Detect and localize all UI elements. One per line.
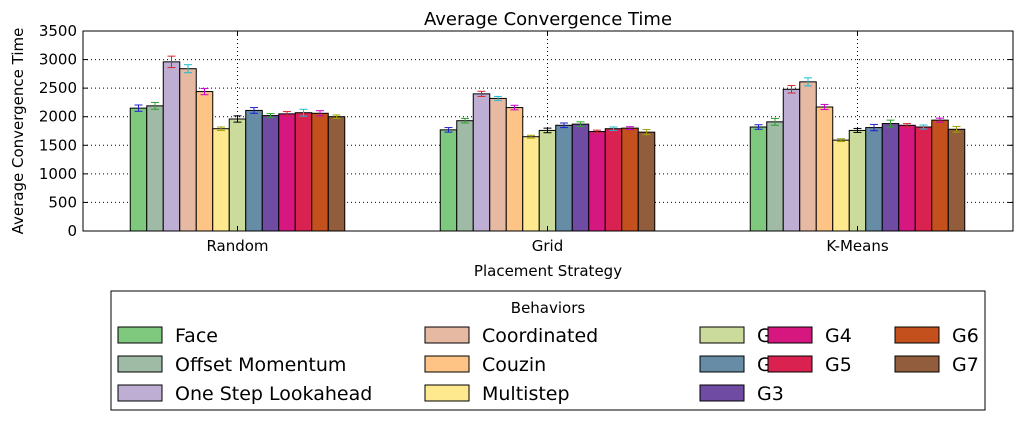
legend-label: G3 [757,383,784,405]
legend-swatch [894,326,940,344]
bar-g3 [261,115,280,232]
bar-offset-momentum [146,105,164,232]
legend: Behaviors Face Offset Momentum One Step Lo… [110,290,986,411]
bar-coordinated [489,97,507,232]
bar-g5 [294,112,313,232]
bar-multistep [832,139,850,232]
x-tick-label: Random [206,237,268,255]
bar-g3 [571,123,590,232]
plot-frame [82,30,1014,232]
bar-one-step-lookahead [162,61,181,232]
bar-g4 [588,131,606,232]
bar-g6 [931,119,949,232]
axes: 0 500 1000 1500 2000 2500 3000 3500 Random Grid K-… [39,22,1013,255]
bars [129,55,966,232]
legend-label: G7 [952,354,979,376]
legend-label: Face [175,325,218,347]
bar-one-step-lookahead [472,93,491,232]
x-tick-label: K-Means [826,237,889,255]
legend-swatch [699,326,745,344]
bar-couzin [195,91,214,232]
bar-offset-momentum [456,120,474,232]
chart-title: Average Convergence Time [424,9,672,30]
bar-g7 [637,131,656,232]
bar-g2 [245,109,263,232]
bar-couzin [505,107,524,232]
legend-label: One Step Lookahead [175,383,372,405]
bar-g1 [538,129,557,232]
legend-swatch [699,384,745,402]
legend-swatch [424,355,470,373]
x-axis-label: Placement Strategy [474,262,622,280]
bar-coordinated [179,68,197,232]
y-tick-label: 1000 [39,165,77,183]
y-tick-label: 1500 [39,136,77,154]
y-tick-label: 2000 [39,108,77,126]
y-tick-label: 0 [67,222,77,240]
legend-label: G4 [825,325,852,347]
legend-title: Behaviors [511,299,586,317]
y-tick-label: 3500 [39,22,77,40]
bar-face [749,126,768,232]
legend-swatch [117,355,163,373]
legend-swatch [117,326,163,344]
bar-g6 [311,112,329,232]
bar-g7 [327,116,346,232]
legend-label: Coordinated [482,325,598,347]
bar-offset-momentum [766,121,784,232]
legend-swatch [767,326,813,344]
bar-face [439,129,458,232]
y-tick-label: 3000 [39,51,77,69]
bar-multistep [522,136,540,232]
bar-multistep [212,128,230,232]
legend-frame [110,290,986,411]
legend-label: Couzin [482,354,546,376]
bar-coordinated [799,81,817,232]
legend-swatch [767,355,813,373]
legend-label: G6 [952,325,979,347]
bar-g5 [914,126,933,232]
legend-swatch [699,355,745,373]
bar-g7 [947,128,966,232]
legend-swatch [424,326,470,344]
bar-g2 [865,127,883,232]
legend-swatch [424,384,470,402]
bar-g1 [848,129,867,232]
x-tick-label: Grid [532,237,563,255]
bar-g2 [555,124,573,232]
legend-label: Multistep [482,383,570,405]
bar-g4 [278,113,296,232]
bar-face [129,107,148,232]
bar-g4 [898,124,916,232]
bar-g1 [228,118,247,232]
bar-g3 [881,123,900,232]
bar-couzin [815,106,834,232]
y-axis-label: Average Convergence Time [9,28,27,235]
legend-label: Offset Momentum [175,354,346,376]
legend-swatch [117,384,163,402]
y-tick-label: 2500 [39,79,77,97]
bar-one-step-lookahead [782,88,801,232]
legend-label: G5 [825,354,852,376]
legend-swatch [894,355,940,373]
bar-g5 [604,128,623,232]
bar-g6 [621,127,639,232]
y-tick-label: 500 [48,193,77,211]
